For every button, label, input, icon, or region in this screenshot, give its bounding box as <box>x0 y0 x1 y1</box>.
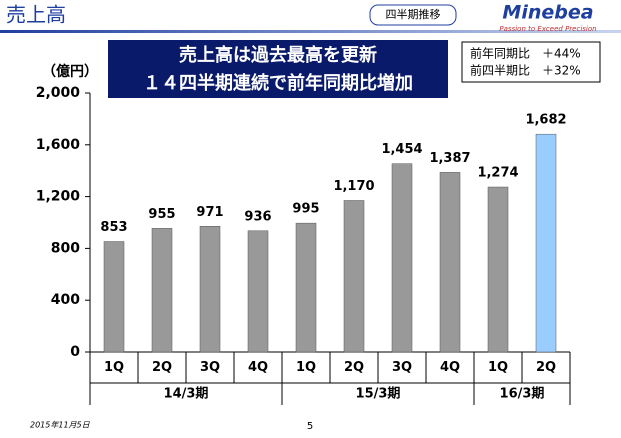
bar <box>487 186 509 353</box>
group-label: 16/3期 <box>500 387 545 402</box>
logo: Minebea <box>502 2 593 24</box>
y-axis-label: （億円） <box>42 63 98 80</box>
value-label: 971 <box>196 205 223 220</box>
group-label: 15/3期 <box>356 387 401 402</box>
y-tick-label: 400 <box>51 292 80 308</box>
bar <box>199 226 221 353</box>
value-label: 1,387 <box>429 151 470 166</box>
y-tick-label: 1,200 <box>36 189 81 205</box>
x-tick-label: 4Q <box>440 360 460 375</box>
value-label: 1,274 <box>477 166 518 181</box>
y-tick-label: 0 <box>70 344 80 360</box>
banner-box <box>108 40 448 98</box>
value-label: 853 <box>100 220 127 235</box>
title-underline <box>0 30 621 33</box>
banner-line: 売上高は過去最高を更新 <box>179 44 377 66</box>
badge-box <box>369 4 457 26</box>
page-number: 5 <box>307 421 313 432</box>
x-tick-label: 1Q <box>296 360 316 375</box>
x-tick-label: 2Q <box>152 360 172 375</box>
date: 2015年11月5日 <box>30 421 91 430</box>
bar <box>295 222 317 353</box>
x-tick-label: 2Q <box>536 360 556 375</box>
value-label: 1,454 <box>381 142 422 157</box>
note: 前四半期比 ＋32% <box>470 63 581 78</box>
x-tick-label: 1Q <box>488 360 508 375</box>
value-label: 995 <box>292 202 319 217</box>
x-tick-label: 1Q <box>104 360 124 375</box>
note: 前年同期比 ＋44% <box>470 46 581 61</box>
slide-title: 売上高 <box>6 3 66 27</box>
group-label: 14/3期 <box>164 387 209 402</box>
bar <box>535 133 557 353</box>
badge: 四半期推移 <box>386 7 441 21</box>
bar <box>391 163 413 353</box>
value-label: 1,170 <box>333 179 374 194</box>
value-label: 936 <box>244 209 271 224</box>
bar <box>439 172 461 353</box>
value-label: 955 <box>148 207 175 222</box>
notes-box <box>461 41 601 83</box>
banner-line: １４四半期連続で前年同期比増加 <box>143 72 413 94</box>
value-label: 1,682 <box>525 113 566 128</box>
tagline: Passion to Exceed Precision <box>499 25 596 33</box>
y-tick-label: 800 <box>51 240 80 256</box>
x-tick-label: 4Q <box>248 360 268 375</box>
y-tick-label: 1,600 <box>36 137 81 153</box>
x-tick-label: 3Q <box>392 360 412 375</box>
bar <box>343 200 365 353</box>
x-tick-label: 2Q <box>344 360 364 375</box>
bar <box>151 228 173 353</box>
bar <box>103 241 125 353</box>
x-tick-label: 3Q <box>200 360 220 375</box>
y-tick-label: 2,000 <box>36 85 81 101</box>
bar <box>247 230 269 353</box>
